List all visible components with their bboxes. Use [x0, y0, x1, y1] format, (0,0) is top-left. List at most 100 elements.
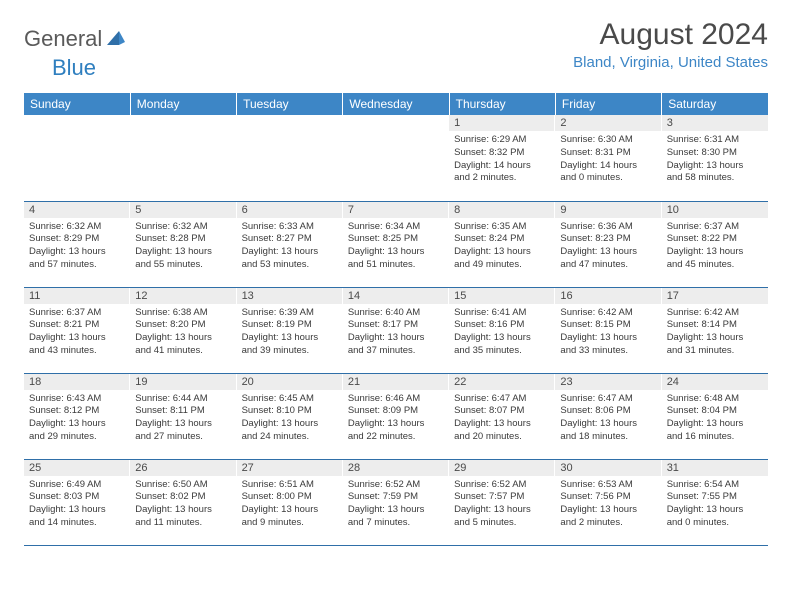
col-thursday: Thursday — [449, 93, 555, 115]
day-details: Sunrise: 6:35 AMSunset: 8:24 PMDaylight:… — [449, 218, 555, 276]
calendar-cell: 31Sunrise: 6:54 AMSunset: 7:55 PMDayligh… — [662, 459, 768, 545]
day-number: 9 — [555, 202, 661, 218]
calendar-cell — [343, 115, 449, 201]
day-details: Sunrise: 6:32 AMSunset: 8:29 PMDaylight:… — [24, 218, 130, 276]
col-friday: Friday — [555, 93, 661, 115]
logo-triangle-icon — [106, 28, 126, 51]
day-details: Sunrise: 6:39 AMSunset: 8:19 PMDaylight:… — [237, 304, 343, 362]
calendar-cell: 9Sunrise: 6:36 AMSunset: 8:23 PMDaylight… — [555, 201, 661, 287]
calendar-cell: 10Sunrise: 6:37 AMSunset: 8:22 PMDayligh… — [662, 201, 768, 287]
calendar-cell: 16Sunrise: 6:42 AMSunset: 8:15 PMDayligh… — [555, 287, 661, 373]
calendar-cell: 28Sunrise: 6:52 AMSunset: 7:59 PMDayligh… — [343, 459, 449, 545]
calendar-cell — [237, 115, 343, 201]
day-number: 16 — [555, 288, 661, 304]
day-number: 22 — [449, 374, 555, 390]
calendar-row: 1Sunrise: 6:29 AMSunset: 8:32 PMDaylight… — [24, 115, 768, 201]
day-details: Sunrise: 6:42 AMSunset: 8:14 PMDaylight:… — [662, 304, 768, 362]
day-header-row: Sunday Monday Tuesday Wednesday Thursday… — [24, 93, 768, 115]
calendar-cell: 27Sunrise: 6:51 AMSunset: 8:00 PMDayligh… — [237, 459, 343, 545]
day-details: Sunrise: 6:47 AMSunset: 8:07 PMDaylight:… — [449, 390, 555, 448]
month-title: August 2024 — [573, 18, 768, 52]
day-number: 7 — [343, 202, 449, 218]
day-number: 18 — [24, 374, 130, 390]
day-details: Sunrise: 6:37 AMSunset: 8:21 PMDaylight:… — [24, 304, 130, 362]
col-sunday: Sunday — [24, 93, 130, 115]
calendar-cell: 19Sunrise: 6:44 AMSunset: 8:11 PMDayligh… — [130, 373, 236, 459]
calendar-row: 4Sunrise: 6:32 AMSunset: 8:29 PMDaylight… — [24, 201, 768, 287]
calendar-cell: 24Sunrise: 6:48 AMSunset: 8:04 PMDayligh… — [662, 373, 768, 459]
day-number: 28 — [343, 460, 449, 476]
day-number: 13 — [237, 288, 343, 304]
day-number: 26 — [130, 460, 236, 476]
logo: General — [24, 18, 128, 52]
col-monday: Monday — [130, 93, 236, 115]
day-number: 11 — [24, 288, 130, 304]
day-number: 25 — [24, 460, 130, 476]
day-details: Sunrise: 6:48 AMSunset: 8:04 PMDaylight:… — [662, 390, 768, 448]
day-details: Sunrise: 6:44 AMSunset: 8:11 PMDaylight:… — [130, 390, 236, 448]
calendar-cell: 22Sunrise: 6:47 AMSunset: 8:07 PMDayligh… — [449, 373, 555, 459]
day-details: Sunrise: 6:50 AMSunset: 8:02 PMDaylight:… — [130, 476, 236, 534]
col-tuesday: Tuesday — [237, 93, 343, 115]
calendar-cell — [24, 115, 130, 201]
day-number: 31 — [662, 460, 768, 476]
calendar-cell: 29Sunrise: 6:52 AMSunset: 7:57 PMDayligh… — [449, 459, 555, 545]
calendar-row: 11Sunrise: 6:37 AMSunset: 8:21 PMDayligh… — [24, 287, 768, 373]
day-number: 19 — [130, 374, 236, 390]
day-number: 1 — [449, 115, 555, 131]
day-details: Sunrise: 6:40 AMSunset: 8:17 PMDaylight:… — [343, 304, 449, 362]
day-details: Sunrise: 6:34 AMSunset: 8:25 PMDaylight:… — [343, 218, 449, 276]
day-details: Sunrise: 6:29 AMSunset: 8:32 PMDaylight:… — [449, 131, 555, 189]
calendar-body: 1Sunrise: 6:29 AMSunset: 8:32 PMDaylight… — [24, 115, 768, 545]
calendar-cell: 14Sunrise: 6:40 AMSunset: 8:17 PMDayligh… — [343, 287, 449, 373]
calendar-page: General August 2024 Bland, Virginia, Uni… — [0, 0, 792, 546]
day-number: 6 — [237, 202, 343, 218]
calendar-cell: 5Sunrise: 6:32 AMSunset: 8:28 PMDaylight… — [130, 201, 236, 287]
day-details: Sunrise: 6:46 AMSunset: 8:09 PMDaylight:… — [343, 390, 449, 448]
day-number — [130, 115, 236, 131]
day-details: Sunrise: 6:37 AMSunset: 8:22 PMDaylight:… — [662, 218, 768, 276]
day-number: 30 — [555, 460, 661, 476]
calendar-cell: 3Sunrise: 6:31 AMSunset: 8:30 PMDaylight… — [662, 115, 768, 201]
calendar-cell: 7Sunrise: 6:34 AMSunset: 8:25 PMDaylight… — [343, 201, 449, 287]
day-number — [343, 115, 449, 131]
day-details: Sunrise: 6:52 AMSunset: 7:57 PMDaylight:… — [449, 476, 555, 534]
day-number: 10 — [662, 202, 768, 218]
calendar-row: 25Sunrise: 6:49 AMSunset: 8:03 PMDayligh… — [24, 459, 768, 545]
logo-text-gray: General — [24, 26, 102, 52]
day-number: 20 — [237, 374, 343, 390]
day-details: Sunrise: 6:36 AMSunset: 8:23 PMDaylight:… — [555, 218, 661, 276]
day-number: 23 — [555, 374, 661, 390]
day-number: 17 — [662, 288, 768, 304]
calendar-table: Sunday Monday Tuesday Wednesday Thursday… — [24, 93, 768, 546]
calendar-row: 18Sunrise: 6:43 AMSunset: 8:12 PMDayligh… — [24, 373, 768, 459]
day-details: Sunrise: 6:52 AMSunset: 7:59 PMDaylight:… — [343, 476, 449, 534]
day-number: 5 — [130, 202, 236, 218]
day-details: Sunrise: 6:54 AMSunset: 7:55 PMDaylight:… — [662, 476, 768, 534]
calendar-cell: 12Sunrise: 6:38 AMSunset: 8:20 PMDayligh… — [130, 287, 236, 373]
calendar-cell: 6Sunrise: 6:33 AMSunset: 8:27 PMDaylight… — [237, 201, 343, 287]
calendar-cell: 25Sunrise: 6:49 AMSunset: 8:03 PMDayligh… — [24, 459, 130, 545]
calendar-cell: 18Sunrise: 6:43 AMSunset: 8:12 PMDayligh… — [24, 373, 130, 459]
calendar-cell: 26Sunrise: 6:50 AMSunset: 8:02 PMDayligh… — [130, 459, 236, 545]
day-number: 24 — [662, 374, 768, 390]
calendar-cell: 13Sunrise: 6:39 AMSunset: 8:19 PMDayligh… — [237, 287, 343, 373]
calendar-cell: 23Sunrise: 6:47 AMSunset: 8:06 PMDayligh… — [555, 373, 661, 459]
calendar-cell: 4Sunrise: 6:32 AMSunset: 8:29 PMDaylight… — [24, 201, 130, 287]
day-details: Sunrise: 6:38 AMSunset: 8:20 PMDaylight:… — [130, 304, 236, 362]
day-details: Sunrise: 6:51 AMSunset: 8:00 PMDaylight:… — [237, 476, 343, 534]
day-details: Sunrise: 6:30 AMSunset: 8:31 PMDaylight:… — [555, 131, 661, 189]
day-details: Sunrise: 6:42 AMSunset: 8:15 PMDaylight:… — [555, 304, 661, 362]
day-number: 4 — [24, 202, 130, 218]
day-details: Sunrise: 6:41 AMSunset: 8:16 PMDaylight:… — [449, 304, 555, 362]
day-details: Sunrise: 6:49 AMSunset: 8:03 PMDaylight:… — [24, 476, 130, 534]
title-block: August 2024 Bland, Virginia, United Stat… — [573, 18, 768, 71]
day-number: 29 — [449, 460, 555, 476]
day-details: Sunrise: 6:47 AMSunset: 8:06 PMDaylight:… — [555, 390, 661, 448]
calendar-cell: 20Sunrise: 6:45 AMSunset: 8:10 PMDayligh… — [237, 373, 343, 459]
col-saturday: Saturday — [662, 93, 768, 115]
calendar-cell: 2Sunrise: 6:30 AMSunset: 8:31 PMDaylight… — [555, 115, 661, 201]
day-number — [237, 115, 343, 131]
day-number: 12 — [130, 288, 236, 304]
day-number: 8 — [449, 202, 555, 218]
